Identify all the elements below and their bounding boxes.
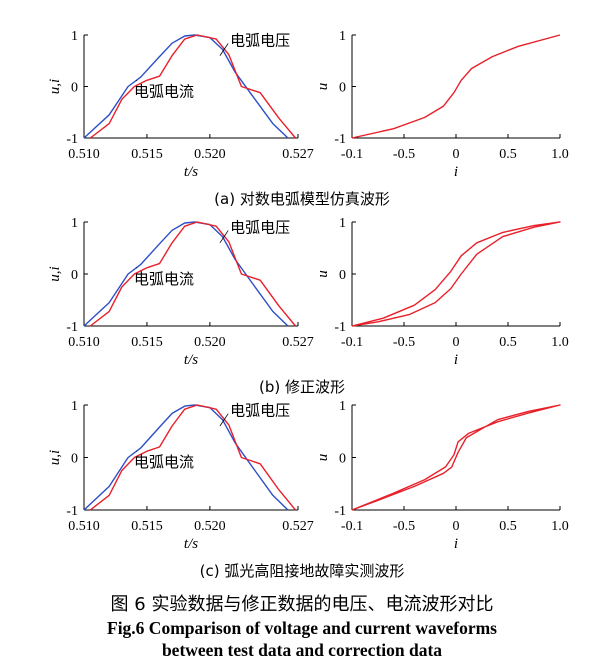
x-tick-label: 0.5 <box>499 335 517 350</box>
y-axis-label: u <box>315 270 331 278</box>
y-tick-label: 1 <box>339 216 346 231</box>
y-tick-label: -1 <box>66 132 78 147</box>
x-tick-label: 0.520 <box>194 519 226 534</box>
x-tick-label: -0.1 <box>341 335 363 350</box>
y-tick-label: 0 <box>71 268 78 283</box>
x-axis-label: i <box>454 164 458 180</box>
voltage-curve <box>83 221 289 327</box>
annotation-current: 电弧电流 <box>134 270 194 288</box>
figure-caption-en-line1: Fig.6 Comparison of voltage and current … <box>107 618 497 638</box>
voltage-curve <box>83 404 289 511</box>
figure-caption-en-line2: between test data and correction data <box>161 640 443 660</box>
y-tick-label: 1 <box>71 399 78 414</box>
figure-caption-en: Fig.6 Comparison of voltage and current … <box>0 617 604 661</box>
current-curve <box>89 34 297 139</box>
x-tick-label: 1.0 <box>551 519 569 534</box>
y-tick-label: 0 <box>339 268 346 283</box>
x-tick-label: 1.0 <box>551 335 569 350</box>
x-tick-label: -0.1 <box>341 519 363 534</box>
x-tick-label: 0.510 <box>68 335 100 350</box>
iu-curve <box>351 34 561 139</box>
x-axis-label: i <box>454 352 458 368</box>
y-tick-label: -1 <box>334 320 346 335</box>
y-axis-label: u,i <box>47 266 63 281</box>
annotation-voltage: 电弧电压 <box>230 219 290 237</box>
y-tick-label: 0 <box>339 452 346 467</box>
x-tick-label: 0.515 <box>131 147 163 162</box>
x-axis-label: i <box>454 536 458 552</box>
figure-canvas: 10-10.510 0.515 0.520 0.527u,it/s电弧电压电弧电流(a… <box>47 29 569 580</box>
x-axis-label: t/s <box>184 164 198 180</box>
subplot-caption: (c) 弧光高阻接地故障实测波形 <box>200 562 405 580</box>
x-tick-label: 0.515 <box>131 335 163 350</box>
x-tick-label: -0.5 <box>393 519 415 534</box>
x-tick-label: 0 <box>453 147 460 162</box>
y-tick-label: -1 <box>334 132 346 147</box>
y-axis-label: u <box>315 454 331 462</box>
subplot-caption: (a) 对数电弧模型仿真波形 <box>214 190 390 208</box>
x-axis-label: t/s <box>184 352 198 368</box>
x-tick-label: 0.510 <box>68 147 100 162</box>
annotation-leader <box>219 413 229 427</box>
current-curve <box>89 221 297 327</box>
annotation-current: 电弧电流 <box>134 453 194 471</box>
y-axis-label: u,i <box>47 79 63 94</box>
x-tick-label: 0.527 <box>282 335 314 350</box>
x-tick-label: -0.1 <box>341 147 363 162</box>
y-tick-label: 0 <box>71 452 78 467</box>
figure-caption-cn: 图 6 实验数据与修正数据的电压、电流波形对比 <box>110 594 494 615</box>
x-tick-label: 1.0 <box>551 147 569 162</box>
x-tick-label: 0.515 <box>131 519 163 534</box>
iu-curve <box>351 221 561 327</box>
y-tick-label: 1 <box>71 216 78 231</box>
y-tick-label: 1 <box>339 399 346 414</box>
annotation-voltage: 电弧电压 <box>230 402 290 420</box>
y-tick-label: -1 <box>66 504 78 519</box>
y-tick-label: 0 <box>71 81 78 96</box>
x-tick-label: 0.5 <box>499 147 517 162</box>
y-axis-label: u <box>315 83 331 91</box>
annotation-current: 电弧电流 <box>134 82 194 100</box>
x-tick-label: -0.5 <box>393 335 415 350</box>
subplot-caption: (b) 修正波形 <box>259 378 345 396</box>
x-tick-label: 0.527 <box>282 519 314 534</box>
y-tick-label: 0 <box>339 81 346 96</box>
x-tick-label: 0.520 <box>194 335 226 350</box>
annotation-leader <box>219 43 229 56</box>
y-tick-label: 1 <box>71 29 78 44</box>
x-tick-label: 0.510 <box>68 519 100 534</box>
y-tick-label: -1 <box>334 504 346 519</box>
iu-curve <box>351 404 561 511</box>
y-tick-label: -1 <box>66 320 78 335</box>
y-axis-label: u,i <box>47 450 63 465</box>
current-curve <box>89 404 297 511</box>
x-tick-label: 0 <box>453 335 460 350</box>
y-tick-label: 1 <box>339 29 346 44</box>
x-tick-label: 0 <box>453 519 460 534</box>
x-tick-label: -0.5 <box>393 147 415 162</box>
voltage-curve <box>83 34 289 139</box>
x-tick-label: 0.520 <box>194 147 226 162</box>
x-axis-label: t/s <box>184 536 198 552</box>
annotation-leader <box>219 230 229 244</box>
x-tick-label: 0.5 <box>499 519 517 534</box>
x-tick-label: 0.527 <box>282 147 314 162</box>
annotation-voltage: 电弧电压 <box>230 31 290 49</box>
